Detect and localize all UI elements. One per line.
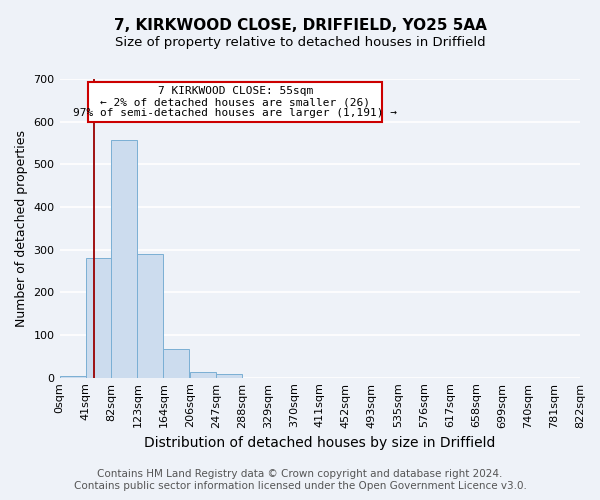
Text: 7 KIRKWOOD CLOSE: 55sqm: 7 KIRKWOOD CLOSE: 55sqm (158, 86, 313, 96)
Bar (112, 140, 137, 378)
Bar (216, 374, 242, 378)
Bar (163, 349, 190, 378)
Bar (190, 372, 216, 378)
Text: ← 2% of detached houses are smaller (26): ← 2% of detached houses are smaller (26) (100, 97, 370, 107)
Text: 7, KIRKWOOD CLOSE, DRIFFIELD, YO25 5AA: 7, KIRKWOOD CLOSE, DRIFFIELD, YO25 5AA (113, 18, 487, 32)
Bar (137, 254, 163, 378)
Text: Contains HM Land Registry data © Crown copyright and database right 2024.: Contains HM Land Registry data © Crown c… (97, 469, 503, 479)
Y-axis label: Number of detached properties: Number of detached properties (15, 130, 28, 327)
Bar (86, 258, 112, 378)
Text: 97% of semi-detached houses are larger (1,191) →: 97% of semi-detached houses are larger (… (73, 108, 397, 118)
Bar (59, 376, 86, 378)
Text: Size of property relative to detached houses in Driffield: Size of property relative to detached ho… (115, 36, 485, 49)
Text: Contains public sector information licensed under the Open Government Licence v3: Contains public sector information licen… (74, 481, 526, 491)
FancyBboxPatch shape (88, 82, 382, 122)
X-axis label: Distribution of detached houses by size in Driffield: Distribution of detached houses by size … (144, 436, 496, 450)
